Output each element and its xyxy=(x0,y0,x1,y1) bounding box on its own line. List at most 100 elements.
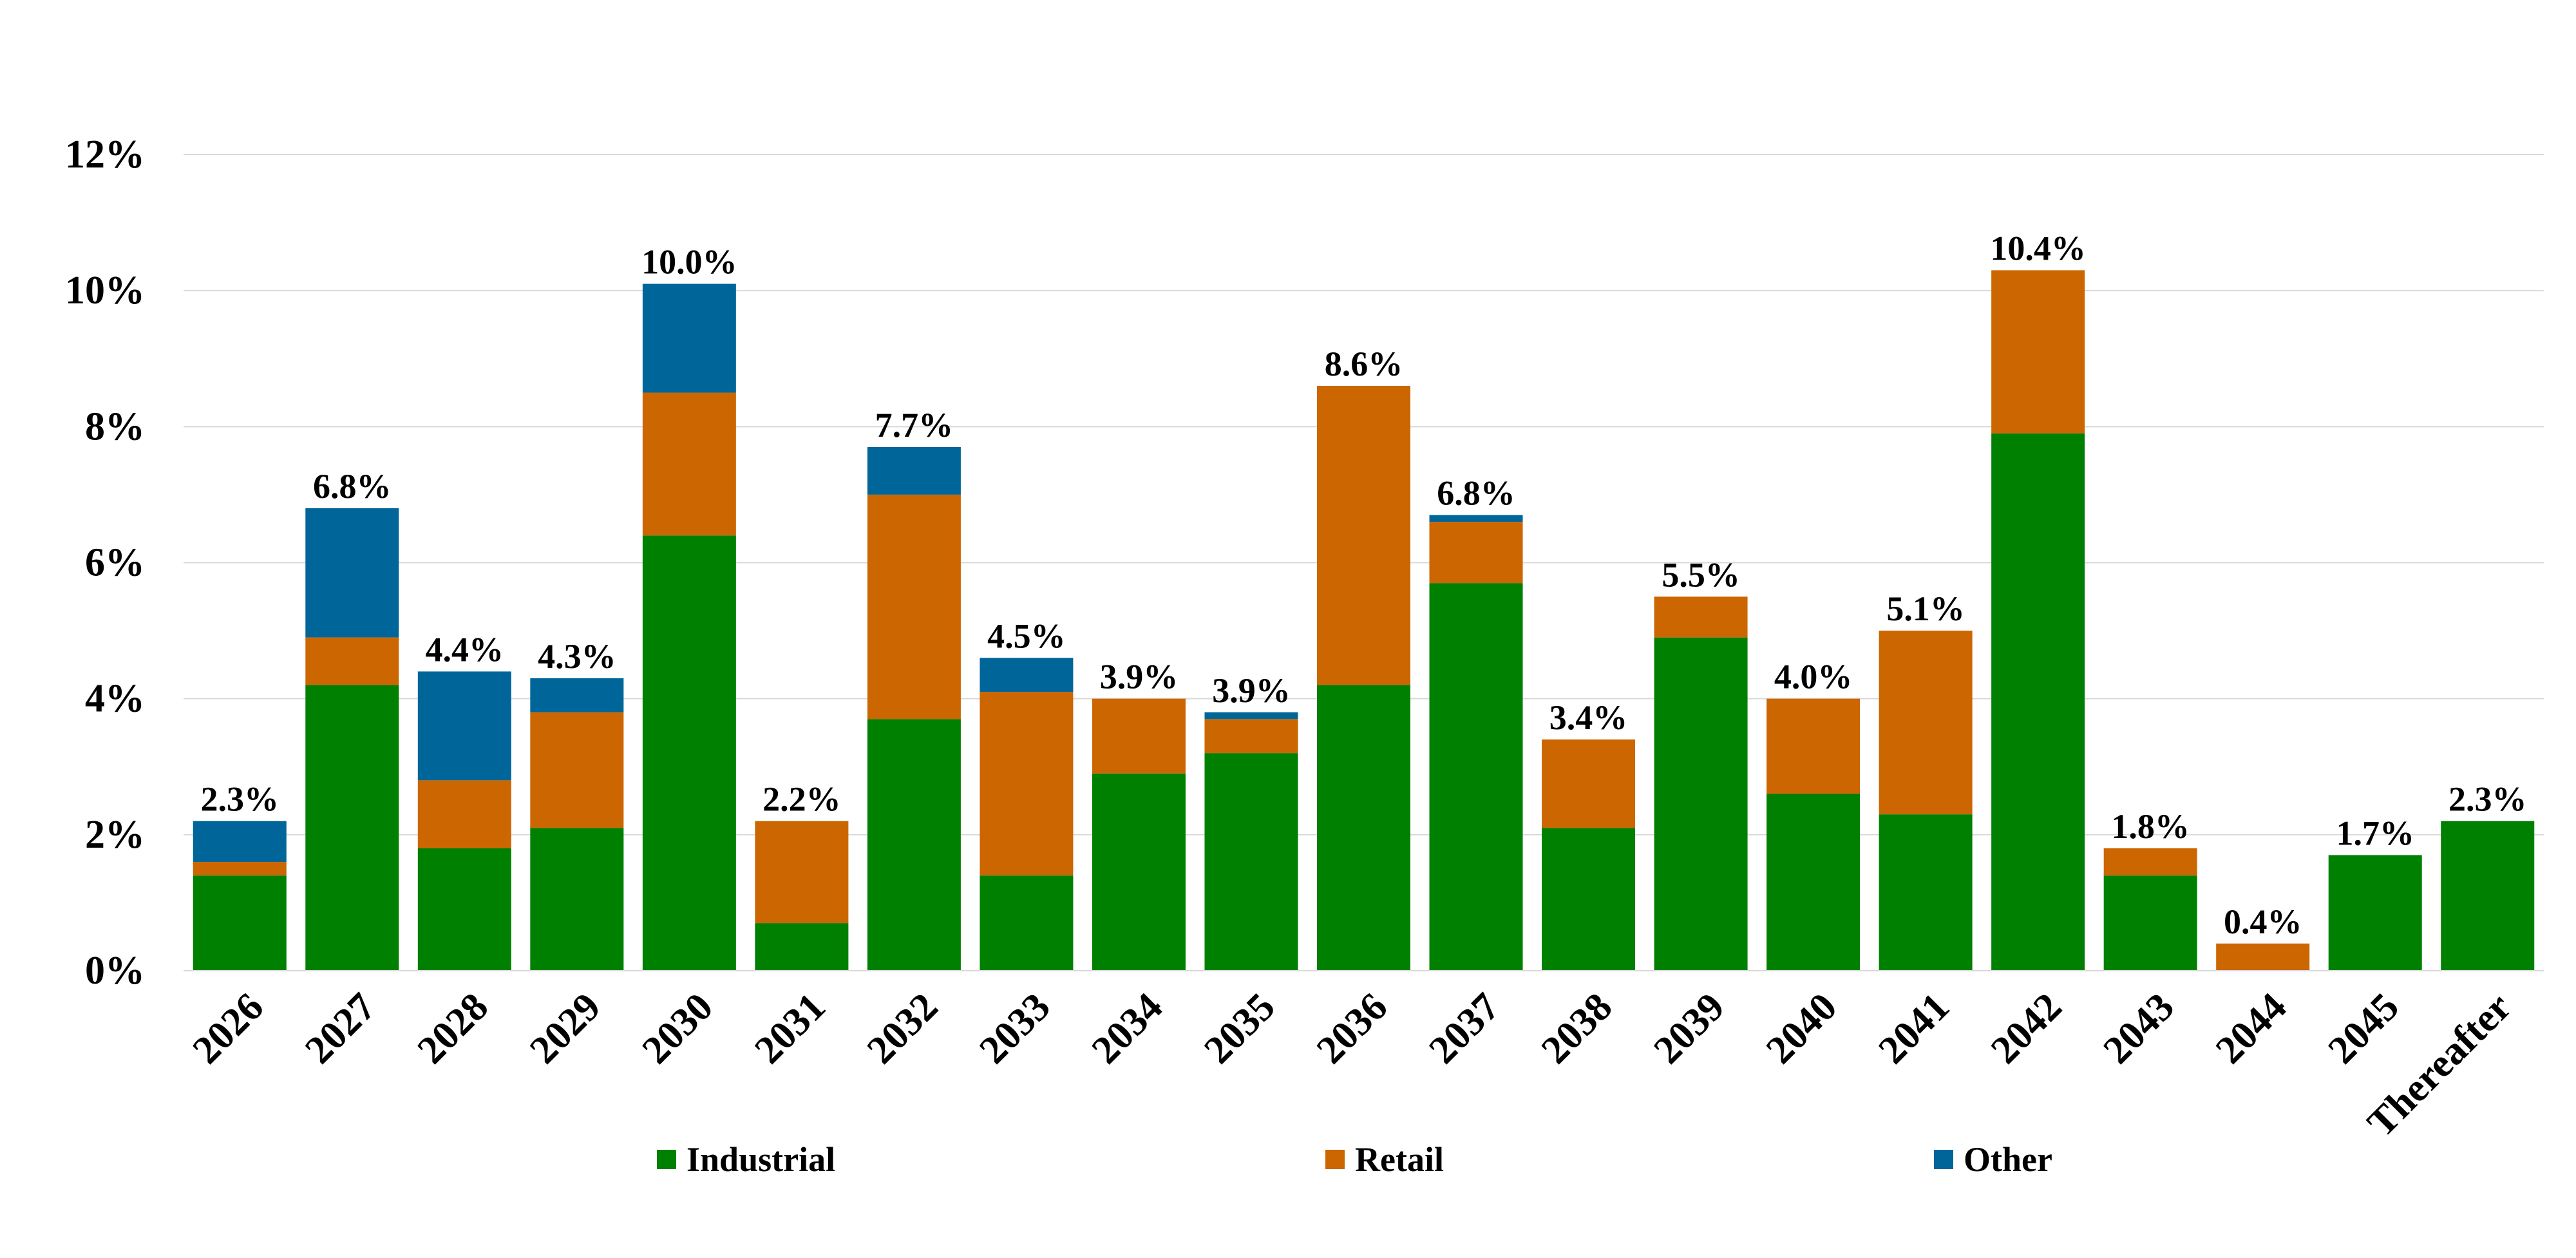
bar-segment-industrial xyxy=(1092,773,1186,971)
legend-swatch-retail xyxy=(1325,1150,1345,1169)
y-tick-label: 10% xyxy=(65,269,145,312)
bar-segment-retail xyxy=(193,862,287,876)
x-tick-label: 2032 xyxy=(859,985,947,1072)
legend-swatch-industrial xyxy=(657,1150,676,1169)
x-tick-label: 2039 xyxy=(1645,985,1733,1072)
y-tick-label: 2% xyxy=(85,813,145,857)
bar-segment-other xyxy=(867,447,961,495)
x-tick-label: 2038 xyxy=(1533,985,1621,1072)
bar-segment-industrial xyxy=(2103,875,2197,971)
legend-swatch-other xyxy=(1934,1150,1953,1169)
bar-segment-retail xyxy=(1879,631,1973,815)
total-data-label: 4.4% xyxy=(426,630,504,669)
bar-segment-retail xyxy=(2103,848,2197,876)
bar-segment-industrial xyxy=(1654,637,1748,971)
total-data-label: 4.0% xyxy=(1774,658,1853,696)
legend: Industrial Retail Other xyxy=(0,1134,2576,1185)
bar-segment-industrial xyxy=(755,923,849,971)
x-tick-label: 2034 xyxy=(1084,985,1171,1072)
bar-segment-industrial xyxy=(1991,433,2085,971)
total-data-label: 10.4% xyxy=(1990,229,2086,267)
x-tick-label: 2026 xyxy=(184,985,272,1072)
total-data-label: 2.3% xyxy=(2448,780,2527,819)
bar-segment-retail xyxy=(1317,385,1410,685)
x-tick-label: 2028 xyxy=(409,985,497,1072)
bar-segment-retail xyxy=(867,494,961,720)
bar-segment-other xyxy=(980,658,1074,692)
bar-segment-industrial xyxy=(980,875,1074,971)
bar-segment-industrial xyxy=(417,848,511,971)
legend-item-retail: Retail xyxy=(1325,1134,1444,1185)
bar-segment-other xyxy=(1429,515,1523,522)
y-tick-label: 0% xyxy=(85,949,145,993)
bar-segment-retail xyxy=(1092,698,1186,774)
y-tick-label: 4% xyxy=(85,677,145,721)
total-data-label: 4.3% xyxy=(538,637,616,676)
y-tick-label: 8% xyxy=(85,405,145,448)
total-data-label: 1.8% xyxy=(2111,807,2190,846)
total-data-label: 6.8% xyxy=(1437,474,1515,513)
bar-segment-industrial xyxy=(2441,821,2535,971)
total-data-label: 1.7% xyxy=(2336,814,2414,853)
bar-segment-retail xyxy=(1204,719,1298,754)
legend-item-industrial: Industrial xyxy=(657,1134,835,1185)
bar-segment-industrial xyxy=(867,719,961,971)
bar-segment-industrial xyxy=(1204,753,1298,971)
x-tick-label: 2036 xyxy=(1309,985,1396,1072)
x-tick-label: 2027 xyxy=(297,985,384,1072)
x-tick-label: 2030 xyxy=(634,985,721,1072)
bar-segment-retail xyxy=(642,392,736,536)
bar-segment-other xyxy=(305,508,399,638)
x-tick-label: 2040 xyxy=(1758,985,1846,1072)
bar-segment-industrial xyxy=(642,535,736,971)
bar-segment-industrial xyxy=(193,875,287,971)
x-tick-label: 2044 xyxy=(2208,985,2295,1072)
bar-segment-other xyxy=(530,678,624,712)
bar-segment-other xyxy=(193,821,287,862)
legend-label-retail: Retail xyxy=(1355,1140,1444,1179)
total-data-label: 7.7% xyxy=(875,406,954,444)
data-labels: 2.3% 6.8% 4.4% 4.3% 10.0% 2.2% 7.7% 4.5% 3.9% 3.9… xyxy=(201,229,2527,940)
total-data-label: 3.9% xyxy=(1212,671,1291,710)
total-data-label: 0.4% xyxy=(2224,902,2302,941)
bar-segment-industrial xyxy=(1429,583,1523,971)
total-data-label: 5.1% xyxy=(1886,589,1965,628)
bar-segment-industrial xyxy=(530,828,624,971)
total-data-label: 8.6% xyxy=(1325,345,1403,383)
total-data-label: 4.5% xyxy=(987,616,1066,655)
x-tick-label: 2029 xyxy=(522,985,609,1072)
bar-segment-retail xyxy=(755,821,849,924)
bar-segment-retail xyxy=(1766,698,1861,794)
legend-item-other: Other xyxy=(1934,1134,2052,1185)
x-tick-label: 2037 xyxy=(1421,985,1508,1072)
legend-label-industrial: Industrial xyxy=(687,1140,836,1179)
bar-segment-industrial xyxy=(1879,814,1973,971)
total-data-label: 6.8% xyxy=(313,467,392,506)
bar-segment-retail xyxy=(305,637,399,685)
total-data-label: 2.2% xyxy=(762,780,841,819)
x-tick-label: 2033 xyxy=(971,985,1059,1072)
bar-segment-retail xyxy=(1429,522,1523,584)
bar-segment-industrial xyxy=(1766,794,1861,971)
bar-segment-industrial xyxy=(305,685,399,971)
bar-segment-industrial xyxy=(2328,855,2422,971)
x-tick-label: 2035 xyxy=(1196,985,1283,1072)
bar-segment-retail xyxy=(1991,270,2085,434)
bar-segment-other xyxy=(417,671,511,781)
bar-segment-retail xyxy=(2216,943,2310,971)
x-tick-label: 2041 xyxy=(1870,985,1958,1072)
bar-segment-other xyxy=(1204,712,1298,720)
total-data-label: 2.3% xyxy=(201,780,279,819)
total-data-label: 10.0% xyxy=(641,243,737,281)
total-data-label: 3.9% xyxy=(1100,658,1179,696)
x-tick-label: 2031 xyxy=(746,985,834,1072)
x-tick-label: 2042 xyxy=(1983,985,2070,1072)
x-tick-label: 2043 xyxy=(2095,985,2183,1072)
bar-segment-industrial xyxy=(1542,828,1636,971)
x-tick-label: 2045 xyxy=(2320,985,2407,1072)
bar-segment-industrial xyxy=(1317,685,1410,971)
total-data-label: 3.4% xyxy=(1549,698,1628,737)
legend-label-other: Other xyxy=(1964,1140,2052,1179)
